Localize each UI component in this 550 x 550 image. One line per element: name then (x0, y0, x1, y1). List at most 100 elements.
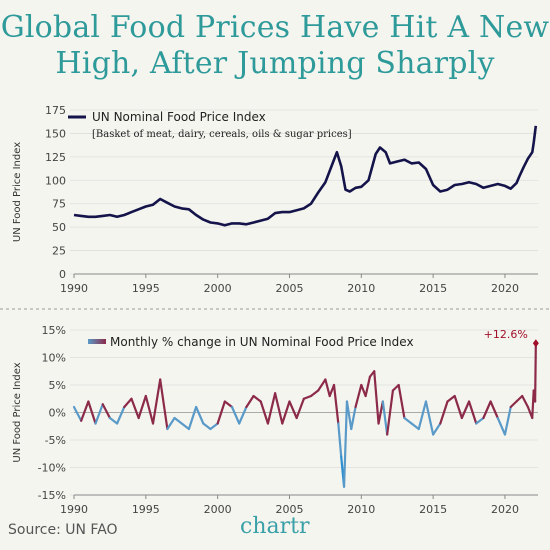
change-series-segment (130, 397, 140, 420)
change-series-segment (364, 375, 372, 398)
index-y-tick-label: 75 (52, 198, 66, 211)
change-x-tick-label: 2010 (347, 503, 375, 516)
change-series-segment (489, 400, 499, 420)
change-series-segment (332, 383, 340, 425)
change-series-segment (309, 389, 320, 398)
change-series-segment (252, 394, 262, 403)
change-series-segment (266, 392, 277, 425)
change-series-segment (115, 405, 126, 425)
change-x-tick-label: 1995 (132, 503, 160, 516)
change-latest-annotation: +12.6% (484, 328, 528, 341)
change-y-axis-label: UN Food Price Index (12, 362, 23, 462)
change-series-segment (324, 378, 331, 398)
change-series-segment (144, 394, 155, 425)
change-series-segment (446, 394, 456, 403)
change-series-segment (337, 422, 343, 458)
change-series-segment (216, 400, 226, 425)
change-series-segment (288, 400, 298, 420)
index-x-tick-label: 2020 (491, 282, 519, 295)
change-series-segment (373, 370, 380, 425)
index-x-tick-label: 1995 (132, 282, 160, 295)
index-y-axis-label: UN Food Price Index (12, 142, 23, 242)
change-series-segment (180, 422, 191, 431)
change-series-segment (108, 416, 119, 425)
change-series-segment (432, 422, 442, 436)
change-series-segment (173, 416, 183, 425)
change-series-segment (475, 416, 485, 425)
change-series-segment (166, 416, 176, 431)
change-series-segment (391, 383, 400, 392)
change-legend-label: Monthly % change in UN Nominal Food Pric… (110, 335, 414, 349)
index-y-tick-label: 150 (45, 127, 66, 140)
change-series-segment (424, 400, 435, 436)
change-x-tick-label: 2015 (419, 503, 447, 516)
change-series-segment (281, 400, 291, 425)
change-y-tick-label: 10% (42, 352, 66, 365)
change-series-segment (295, 397, 305, 420)
change-series-segment (202, 422, 212, 431)
index-x-tick-label: 2010 (347, 282, 375, 295)
change-x-tick-label: 2000 (204, 503, 232, 516)
change-series-segment (410, 422, 420, 431)
change-series-segment (467, 400, 478, 425)
change-series-segment (87, 400, 97, 425)
change-y-tick-label: 15% (42, 324, 66, 337)
change-x-tick-label: 1990 (60, 503, 88, 516)
change-latest-marker (532, 339, 539, 348)
change-y-tick-label: 0% (49, 407, 66, 420)
change-series-segment (317, 378, 327, 392)
change-series-segment (151, 378, 162, 425)
change-y-tick-label: -5% (45, 434, 66, 447)
change-series-segment (209, 422, 219, 431)
change-series-segment (345, 400, 353, 431)
source-note: Source: UN FAO (8, 522, 118, 538)
change-series-segment (230, 405, 241, 425)
index-y-tick-label: 175 (45, 104, 66, 117)
change-series-segment (94, 403, 104, 425)
index-y-tick-label: 125 (45, 151, 66, 164)
change-series-segment (403, 416, 413, 425)
chart-title: Global Food Prices Have Hit A New High, … (0, 10, 550, 81)
index-legend-note: [Basket of meat, dairy, cereals, oils & … (92, 129, 352, 140)
change-series-segment (397, 383, 406, 420)
change-series-segment (381, 400, 389, 436)
change-legend-swatch (88, 339, 106, 344)
index-x-tick-label: 1990 (60, 282, 88, 295)
change-series-segment (496, 416, 507, 436)
change-series-segment (223, 400, 234, 409)
change-series-segment (159, 378, 169, 431)
index-x-tick-label: 2015 (419, 282, 447, 295)
change-series-segment (80, 400, 90, 422)
change-series-segment (195, 405, 205, 425)
change-series-segment (245, 394, 255, 409)
change-series-segment (377, 400, 384, 425)
change-series-segment (515, 394, 524, 403)
change-y-tick-label: -10% (38, 462, 66, 475)
index-legend-label: UN Nominal Food Price Index (92, 110, 266, 124)
change-series-segment (302, 394, 313, 400)
index-series-line (73, 125, 538, 227)
change-x-tick-label: 2005 (275, 503, 303, 516)
change-series-segment (187, 405, 198, 431)
change-series-segment (342, 400, 349, 488)
change-series-segment (123, 397, 133, 409)
change-series-segment (350, 405, 357, 431)
index-x-tick-label: 2000 (204, 282, 232, 295)
change-y-tick-label: 5% (49, 379, 66, 392)
change-series-segment (439, 400, 449, 425)
index-y-tick-label: 50 (52, 221, 66, 234)
change-series-segment (101, 403, 112, 420)
change-series-segment (521, 394, 530, 409)
index-y-tick-label: 25 (52, 245, 66, 258)
change-series-segment (274, 392, 284, 425)
change-series-segment (503, 405, 512, 436)
change-y-tick-label: -15% (38, 489, 66, 502)
change-series-segment (137, 394, 147, 420)
change-series-segment (453, 394, 463, 420)
index-y-tick-label: 100 (45, 174, 66, 187)
change-series-segment (417, 400, 428, 431)
change-series-segment (509, 400, 518, 409)
index-x-tick-label: 2005 (275, 282, 303, 295)
change-series-segment (238, 405, 248, 425)
